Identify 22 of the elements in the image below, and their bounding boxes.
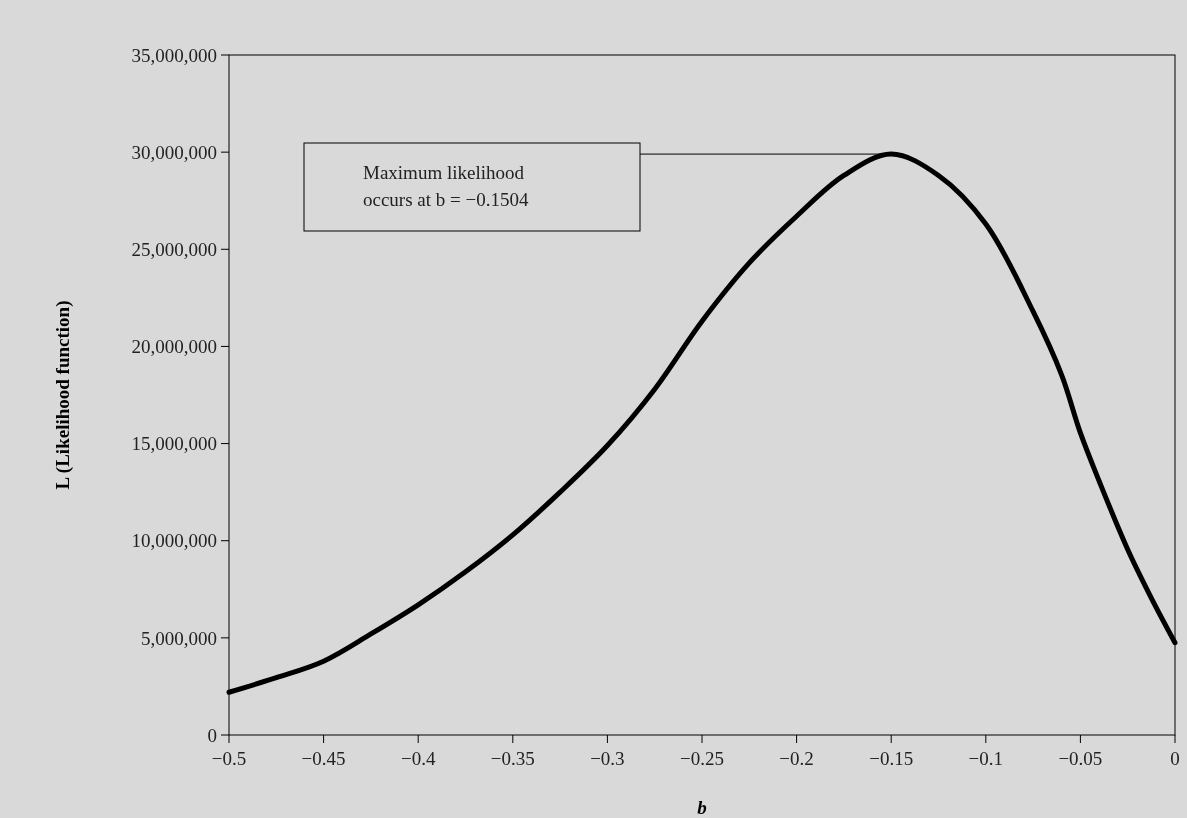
annotation: Maximum likelihood occurs at b = −0.1504 bbox=[363, 162, 529, 210]
x-tick-label: −0.4 bbox=[400, 748, 436, 769]
x-tick-label: −0.1 bbox=[968, 748, 1004, 769]
x-tick-label: −0.3 bbox=[590, 748, 625, 769]
x-tick-label: −0.2 bbox=[779, 748, 814, 769]
x-tick-label: 0 bbox=[1170, 748, 1180, 769]
y-axis-title: L (Likelihood function) bbox=[52, 300, 74, 490]
x-axis-title: b bbox=[697, 797, 707, 818]
y-tick-label: 35,000,000 bbox=[131, 44, 217, 66]
y-tick-label: 5,000,000 bbox=[141, 627, 217, 649]
x-tick-label: −0.45 bbox=[301, 748, 346, 769]
x-tick-label: −0.25 bbox=[680, 748, 724, 769]
x-tick-label: −0.15 bbox=[869, 748, 914, 769]
x-tick-label: −0.05 bbox=[1058, 748, 1103, 769]
y-tick-label: 15,000,000 bbox=[131, 433, 217, 455]
y-tick-label: 25,000,000 bbox=[131, 238, 217, 260]
y-tick-label: 30,000,000 bbox=[131, 141, 217, 163]
y-tick-label: 10,000,000 bbox=[131, 530, 217, 552]
y-tick-label: 20,000,000 bbox=[131, 336, 217, 358]
x-tick-label: −0.35 bbox=[490, 748, 535, 769]
x-tick-label: −0.5 bbox=[211, 748, 247, 769]
y-tick-label: 0 bbox=[207, 724, 217, 746]
